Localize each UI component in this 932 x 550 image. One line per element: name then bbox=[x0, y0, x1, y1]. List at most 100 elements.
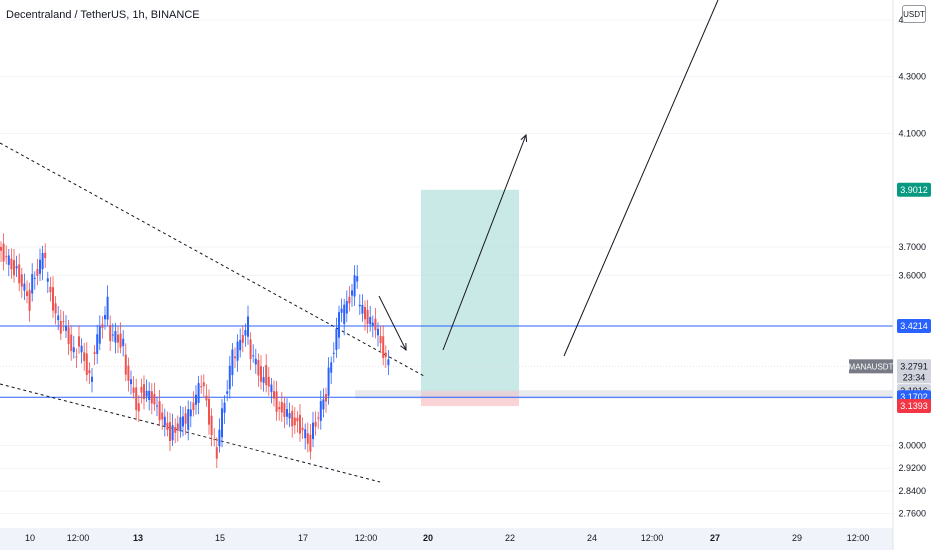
candle bbox=[239, 339, 242, 351]
candle bbox=[384, 352, 387, 357]
x-tick-label: 29 bbox=[792, 533, 802, 543]
candle bbox=[176, 423, 179, 431]
candle bbox=[267, 376, 270, 387]
candle bbox=[31, 274, 34, 294]
candle bbox=[325, 394, 327, 402]
candle bbox=[200, 386, 203, 388]
candle bbox=[265, 365, 268, 386]
candle bbox=[137, 403, 140, 412]
candle bbox=[301, 427, 304, 431]
x-tick-label: 22 bbox=[505, 533, 515, 543]
y-tick-label: 3.6000 bbox=[898, 270, 926, 280]
candle bbox=[171, 425, 174, 441]
candle bbox=[358, 304, 361, 307]
candle bbox=[304, 429, 307, 439]
candle bbox=[67, 327, 70, 344]
candle bbox=[351, 290, 353, 296]
candle bbox=[88, 370, 91, 374]
candle bbox=[231, 349, 234, 376]
candle bbox=[213, 439, 216, 441]
candle bbox=[169, 422, 171, 442]
candle bbox=[275, 391, 278, 412]
candle bbox=[145, 390, 148, 397]
candle bbox=[374, 318, 377, 331]
candle bbox=[13, 260, 15, 276]
candle bbox=[236, 341, 239, 361]
candle bbox=[114, 330, 117, 343]
candle bbox=[174, 427, 177, 433]
price-scale bbox=[893, 0, 932, 550]
candle bbox=[2, 243, 5, 262]
candle bbox=[309, 434, 312, 452]
candle bbox=[387, 359, 390, 366]
candle bbox=[366, 309, 369, 324]
candle bbox=[122, 338, 125, 347]
candle bbox=[57, 315, 60, 321]
candle bbox=[361, 305, 364, 314]
x-tick-label: 12:00 bbox=[641, 533, 664, 543]
x-tick-label: 12:00 bbox=[847, 533, 870, 543]
y-tick-label: 2.8400 bbox=[898, 486, 926, 496]
candle bbox=[135, 387, 138, 411]
candle bbox=[106, 296, 109, 320]
entry-band bbox=[355, 390, 893, 399]
candle bbox=[182, 416, 184, 427]
candle bbox=[257, 359, 260, 376]
projection-arrows bbox=[378, 0, 719, 357]
candle bbox=[262, 377, 265, 383]
candle bbox=[46, 278, 49, 282]
candle bbox=[96, 334, 99, 354]
target-arrow bbox=[442, 134, 527, 351]
target-price-tag-label: 3.9012 bbox=[900, 185, 928, 195]
x-tick-label: 13 bbox=[133, 533, 143, 543]
candle bbox=[80, 345, 83, 353]
candle bbox=[299, 414, 301, 434]
candle bbox=[252, 355, 255, 357]
candle bbox=[338, 312, 340, 338]
candle bbox=[377, 328, 379, 336]
candle bbox=[223, 402, 226, 413]
candle bbox=[254, 358, 257, 365]
candle bbox=[247, 316, 249, 337]
x-tick-label: 12:00 bbox=[67, 533, 90, 543]
candle bbox=[158, 401, 161, 421]
candle bbox=[205, 395, 208, 401]
candle bbox=[270, 384, 273, 393]
candle bbox=[65, 326, 67, 331]
candle bbox=[280, 401, 283, 413]
candle bbox=[39, 259, 41, 274]
candle bbox=[179, 417, 182, 432]
candle bbox=[293, 417, 296, 426]
candle bbox=[335, 328, 338, 350]
candle bbox=[241, 334, 244, 343]
candle bbox=[41, 253, 44, 270]
candle bbox=[28, 289, 31, 311]
currency-badge[interactable]: USDT bbox=[902, 5, 926, 23]
position-zones bbox=[355, 189, 893, 407]
upper-line-price-tag-label: 3.4214 bbox=[900, 321, 928, 331]
long-projection-line bbox=[563, 0, 719, 357]
target-price-tag bbox=[897, 182, 931, 197]
candle bbox=[192, 402, 195, 411]
candle bbox=[210, 415, 213, 436]
candle bbox=[153, 394, 156, 405]
x-tick-label: 24 bbox=[587, 533, 597, 543]
y-axis: 2.7600 2.8400 2.9200 3.0000 3.6000 3.7000 4.10… bbox=[892, 0, 932, 550]
x-tick-label: 15 bbox=[215, 533, 225, 543]
x-tick-label: 20 bbox=[423, 533, 433, 543]
y-tick-label: 4.3000 bbox=[898, 72, 926, 82]
candle bbox=[101, 324, 104, 328]
candle bbox=[70, 334, 73, 351]
candle bbox=[109, 324, 112, 342]
candle bbox=[148, 390, 151, 401]
x-tick-label: 17 bbox=[298, 533, 308, 543]
x-tick-label: 27 bbox=[710, 533, 720, 543]
candle bbox=[0, 246, 2, 251]
candle bbox=[143, 384, 145, 400]
candle bbox=[218, 429, 221, 447]
y-tick-label: 3.0000 bbox=[898, 441, 926, 451]
target-zone bbox=[421, 189, 519, 392]
candle bbox=[306, 433, 309, 444]
candle bbox=[36, 269, 39, 276]
